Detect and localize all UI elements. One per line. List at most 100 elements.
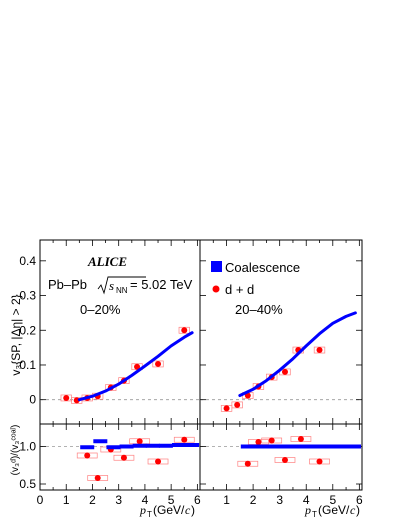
coalescence-ratio-box xyxy=(106,445,121,450)
panel-frame-bottom-right xyxy=(199,423,363,491)
coalescence-ratio-box xyxy=(185,443,200,447)
centrality-right: 20–40% xyxy=(235,302,283,317)
x-tick-label: 0 xyxy=(37,493,44,507)
coalescence-ratio-box xyxy=(80,445,95,450)
data-point xyxy=(134,363,141,370)
data-point xyxy=(268,437,275,444)
data-point xyxy=(316,347,323,354)
centrality-left: 0–20% xyxy=(80,302,121,317)
coalescence-ratio-box xyxy=(158,443,173,448)
coalescence-ratio-box xyxy=(172,443,187,447)
data-point xyxy=(181,327,188,334)
xlabel-right-close: ) xyxy=(356,503,360,517)
chart-marks xyxy=(60,311,362,481)
energy-label: s NN = 5.02 TeV xyxy=(97,276,193,295)
xlabel-left-sub: T xyxy=(147,510,152,519)
xlabel-right-sub: T xyxy=(312,510,317,519)
data-point xyxy=(281,457,288,463)
legend-deuteron-label: d + d xyxy=(225,282,254,297)
data-point xyxy=(63,394,70,401)
legend-coalescence-label: Coalescence xyxy=(225,260,300,275)
y-tick-label: 0 xyxy=(29,393,36,407)
ylabel-top: v₃{SP, |Δη| > 2} xyxy=(9,294,23,375)
coalescence-ratio-box xyxy=(307,444,322,449)
y-tick-label: 0.1 xyxy=(19,358,36,372)
x-tick-label: 2 xyxy=(250,493,257,507)
data-point xyxy=(84,452,91,459)
data-point xyxy=(255,439,262,445)
panel-frame-bottom-left xyxy=(39,423,201,491)
xlabel-left-close: ) xyxy=(191,503,195,517)
energy-sub: NN xyxy=(116,286,128,295)
data-point xyxy=(223,405,230,412)
energy-value: = 5.02 TeV xyxy=(130,277,193,292)
x-tick-label: 3 xyxy=(276,493,283,507)
data-point xyxy=(155,360,162,367)
coalescence-band xyxy=(238,311,357,398)
data-point xyxy=(297,436,304,442)
coalescence-ratio-box xyxy=(267,444,282,449)
data-point xyxy=(94,475,101,481)
coalescence-ratio-box xyxy=(119,444,134,449)
data-point xyxy=(281,368,288,375)
y-axis-title-top: v₃{SP, |Δη| > 2} xyxy=(9,294,23,375)
x-tick-label: 5 xyxy=(329,493,336,507)
systematic-box xyxy=(266,373,278,381)
coalescence-ratio-box xyxy=(145,443,160,448)
x-axis-title-right: p T (GeV/ c ) xyxy=(304,503,360,519)
system-label: Pb–Pb xyxy=(48,277,87,292)
coalescence-ratio-box xyxy=(320,444,335,449)
x-tick-label: 6 xyxy=(194,493,201,507)
panel-frames xyxy=(39,239,363,491)
legend-coalescence-swatch xyxy=(211,261,222,272)
data-point xyxy=(181,436,188,443)
data-point xyxy=(136,438,143,445)
coalescence-ratio-box xyxy=(93,439,108,444)
coalescence-ratio-box xyxy=(333,444,348,449)
coalescence-ratio-box xyxy=(132,443,147,448)
annotations: ALICE Pb–Pb s NN = 5.02 TeV 0–20% 20–40% xyxy=(48,254,283,317)
x-tick-label: 4 xyxy=(142,493,149,507)
data-point xyxy=(155,458,162,465)
data-point xyxy=(120,454,127,461)
coalescence-ratio-box xyxy=(293,444,308,449)
systematic-box xyxy=(313,346,326,354)
data-point xyxy=(244,460,251,467)
energy-s: s xyxy=(109,278,114,293)
experiment-label: ALICE xyxy=(87,254,127,269)
chart-labels: 0 0.1 0.2 0.3 0.4 0.5 1.0 0 1 2 3 4 5 6 1 2 3 4 5 6 xyxy=(19,254,363,507)
x-tick-label: 4 xyxy=(303,493,310,507)
xlabel-left-p: p xyxy=(139,503,146,517)
legend: Coalescence d + d xyxy=(211,260,300,297)
coalescence-band xyxy=(77,331,194,402)
legend-deuteron-marker xyxy=(212,285,220,293)
coalescence-ratio-box xyxy=(280,444,295,449)
y-tick-label: 0.4 xyxy=(19,254,36,268)
x-tick-label: 6 xyxy=(356,493,363,507)
systematic-box xyxy=(178,326,190,334)
xlabel-left-c: c xyxy=(185,503,191,517)
data-point xyxy=(234,401,241,408)
x-tick-label: 2 xyxy=(89,493,96,507)
systematic-box xyxy=(152,360,164,368)
sqrt-sign xyxy=(97,276,146,295)
y-axis-title-bottom: (v₃ᵈ)/(v₃ᶜᵒᵃˡ) xyxy=(10,425,21,476)
x-axis-title-left: p T (GeV/ c ) xyxy=(139,503,195,519)
coalescence-ratio-box xyxy=(240,444,255,449)
coalescence-ratio-box xyxy=(347,444,362,449)
data-point xyxy=(316,458,323,465)
x-tick-label: 3 xyxy=(115,493,122,507)
y-tick-label: 0.3 xyxy=(19,289,36,303)
y-tick-label: 0.5 xyxy=(19,477,36,491)
coalescence-ratio-box xyxy=(254,444,269,449)
xlabel-right-c: c xyxy=(350,503,356,517)
y-tick-label: 0.2 xyxy=(19,323,36,337)
xlabel-left-rest: (GeV/ xyxy=(153,503,185,517)
xlabel-right-rest: (GeV/ xyxy=(318,503,350,517)
x-tick-label: 5 xyxy=(168,493,175,507)
x-tick-label: 1 xyxy=(63,493,70,507)
xlabel-right-p: p xyxy=(304,503,311,517)
y-tick-label: 1.0 xyxy=(19,440,36,454)
ylabel-bottom: (v₃ᵈ)/(v₃ᶜᵒᵃˡ) xyxy=(10,425,21,476)
